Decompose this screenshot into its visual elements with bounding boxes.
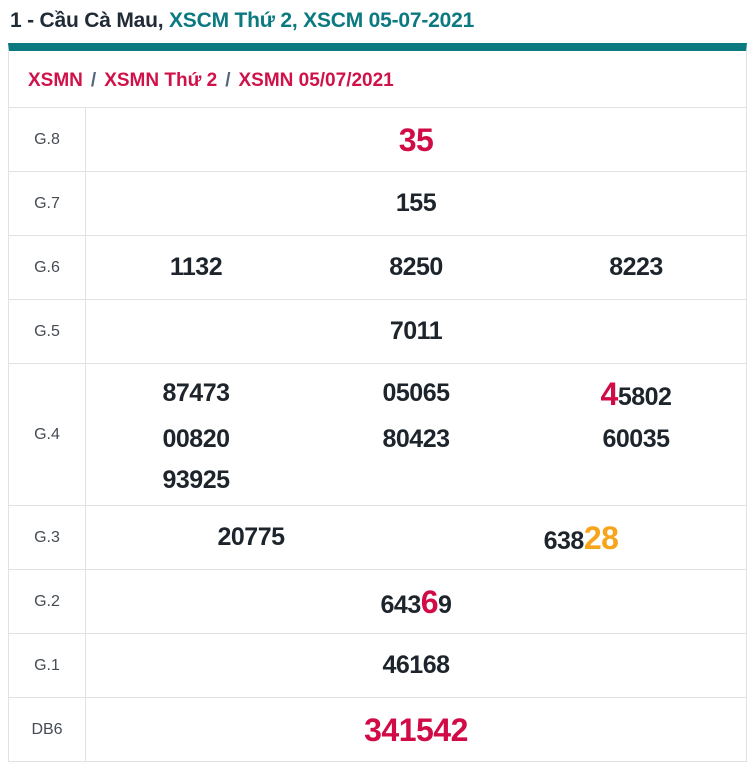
prize-digit: 20775 bbox=[217, 522, 285, 551]
prize-label-g7: G.7 bbox=[9, 172, 86, 235]
prize-digit: 638 bbox=[543, 526, 585, 555]
prize-label-g4: G.4 bbox=[9, 364, 86, 505]
prize-row-g1: G.1 46168 bbox=[9, 633, 746, 697]
prize-values-g3: 20775 63828 bbox=[86, 506, 746, 569]
prize-digit: 8223 bbox=[609, 252, 663, 281]
prize-number: 00820 bbox=[162, 421, 230, 459]
prize-digit: 60035 bbox=[602, 425, 670, 453]
prize-label-g5: G.5 bbox=[9, 300, 86, 363]
prize-digit: 05065 bbox=[382, 379, 450, 408]
prize-digit-highlight: 6 bbox=[420, 583, 439, 620]
prize-values-g4: 87473 05065 45802 00820 80423 60035 93925 bbox=[86, 364, 746, 505]
prize-number: 341542 bbox=[364, 706, 468, 754]
prize-number: 45802 bbox=[601, 370, 672, 418]
prize-number: 63828 bbox=[544, 514, 619, 562]
prize-number: 35 bbox=[399, 116, 434, 164]
prize-label-g2: G.2 bbox=[9, 570, 86, 633]
prize-label-g3: G.3 bbox=[9, 506, 86, 569]
prize-values-db6: 341542 bbox=[86, 698, 746, 761]
prize-digit-highlight: 341542 bbox=[364, 711, 468, 748]
prize-label-g6: G.6 bbox=[9, 236, 86, 299]
page-title: 1 - Cầu Cà Mau, XSCM Thứ 2, XSCM 05-07-2… bbox=[8, 0, 747, 43]
prize-label-g8: G.8 bbox=[9, 108, 86, 171]
prize-number: 05065 bbox=[382, 375, 450, 413]
prize-number: 155 bbox=[395, 185, 437, 223]
prize-values-g5: 7011 bbox=[86, 300, 746, 363]
breadcrumb-link-xsmn-date[interactable]: XSMN 05/07/2021 bbox=[238, 70, 394, 91]
prize-digit: 46168 bbox=[382, 650, 450, 679]
prize-digit-highlight: 28 bbox=[583, 519, 619, 556]
prize-label-db6: DB6 bbox=[9, 698, 86, 761]
prize-row-g2: G.2 64369 bbox=[9, 569, 746, 633]
prize-number: 80423 bbox=[382, 421, 450, 459]
prize-values-g6: 1132 8250 8223 bbox=[86, 236, 746, 299]
prize-digit: 9 bbox=[438, 590, 452, 619]
prize-number: 7011 bbox=[389, 313, 443, 351]
prize-table: G.8 35 G.7 155 G.6 1132 8250 8223 G.5 7011 G.4 8747… bbox=[9, 107, 746, 761]
prize-row-g6: G.6 1132 8250 8223 bbox=[9, 235, 746, 299]
prize-row-db6: DB6 341542 bbox=[9, 697, 746, 761]
prize-digit: 87473 bbox=[162, 379, 230, 408]
breadcrumb: XSMN / XSMN Thứ 2 / XSMN 05/07/2021 bbox=[9, 51, 746, 107]
prize-digit: 8250 bbox=[389, 252, 443, 281]
prize-number: 93925 bbox=[162, 462, 230, 500]
prize-digit: 155 bbox=[395, 188, 437, 217]
breadcrumb-separator: / bbox=[90, 70, 97, 91]
breadcrumb-link-xsmn[interactable]: XSMN bbox=[28, 70, 83, 91]
breadcrumb-separator: / bbox=[225, 70, 231, 91]
prize-digit-highlight: 4 bbox=[600, 376, 619, 412]
prize-digit: 1132 bbox=[169, 252, 223, 281]
prize-row-g4: G.4 87473 05065 45802 00820 80423 60035 93925 bbox=[9, 363, 746, 505]
prize-number: 1132 bbox=[169, 249, 223, 287]
results-panel: XSMN / XSMN Thứ 2 / XSMN 05/07/2021 G.8 35 G.7… bbox=[8, 43, 747, 762]
prize-row-g8: G.8 35 bbox=[9, 108, 746, 171]
prize-number: 60035 bbox=[602, 421, 670, 459]
prize-number: 8250 bbox=[389, 249, 443, 287]
prize-values-g7: 155 bbox=[86, 172, 746, 235]
page-title-plain: 1 - Cầu Cà Mau, bbox=[10, 9, 169, 32]
prize-values-g1: 46168 bbox=[86, 634, 746, 697]
prize-digit-highlight: 35 bbox=[398, 121, 434, 158]
prize-digit: 00820 bbox=[162, 425, 230, 453]
prize-digit: 7011 bbox=[389, 316, 443, 345]
prize-number: 8223 bbox=[609, 249, 663, 287]
prize-digit: 5802 bbox=[617, 383, 672, 411]
prize-number: 87473 bbox=[162, 375, 230, 413]
breadcrumb-link-xsmn-thu2[interactable]: XSMN Thứ 2 bbox=[104, 70, 218, 91]
prize-row-g5: G.5 7011 bbox=[9, 299, 746, 363]
prize-values-g8: 35 bbox=[86, 108, 746, 171]
page-title-link[interactable]: XSCM Thứ 2, XSCM 05-07-2021 bbox=[169, 9, 475, 32]
prize-row-g3: G.3 20775 63828 bbox=[9, 505, 746, 569]
prize-digit: 643 bbox=[380, 590, 422, 619]
prize-number: 64369 bbox=[381, 578, 452, 626]
prize-digit: 80423 bbox=[382, 425, 450, 453]
prize-number: 20775 bbox=[217, 519, 285, 557]
prize-digit: 93925 bbox=[162, 465, 230, 494]
prize-number: 46168 bbox=[382, 647, 450, 685]
prize-values-g2: 64369 bbox=[86, 570, 746, 633]
prize-row-g7: G.7 155 bbox=[9, 171, 746, 235]
prize-label-g1: G.1 bbox=[9, 634, 86, 697]
